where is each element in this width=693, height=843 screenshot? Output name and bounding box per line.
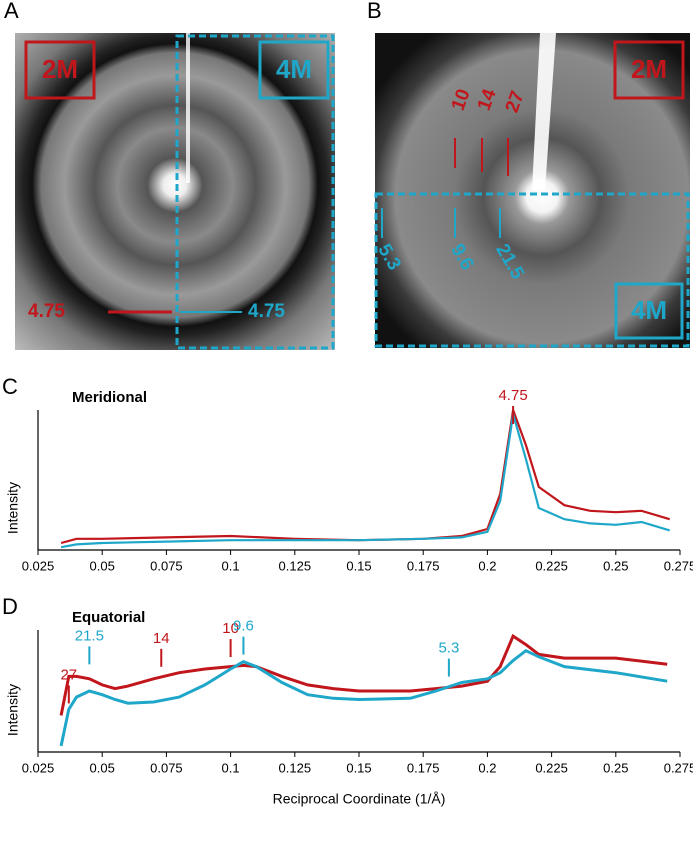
half-box bbox=[175, 34, 335, 350]
box-label: 4M bbox=[631, 295, 667, 325]
x-tick-label: 0.25 bbox=[603, 760, 628, 775]
x-tick-label: 0.15 bbox=[346, 760, 371, 775]
data-line bbox=[59, 648, 668, 747]
x-tick-label: 0.075 bbox=[150, 760, 183, 775]
x-tick-label: 0.075 bbox=[150, 558, 183, 573]
box-label: 2M bbox=[42, 54, 78, 84]
x-tick-label: 0.125 bbox=[279, 558, 312, 573]
beam-stop bbox=[186, 33, 190, 183]
box bbox=[614, 282, 684, 340]
box-label: 2M bbox=[631, 54, 667, 84]
diffraction-image bbox=[15, 33, 335, 350]
y-axis-label: Intensity bbox=[5, 482, 21, 534]
x-tick-label: 0.225 bbox=[535, 760, 568, 775]
x-tick-label: 0.25 bbox=[603, 558, 628, 573]
x-tick-label: 0.05 bbox=[90, 558, 115, 573]
y-axis-label: Intensity bbox=[5, 684, 21, 736]
panel-label: A bbox=[4, 0, 19, 23]
x-tick-label: 0.275 bbox=[664, 760, 693, 775]
box-label: 4M bbox=[276, 54, 312, 84]
x-tick-label: 0.1 bbox=[222, 558, 240, 573]
annotation-label: 10 bbox=[222, 620, 239, 637]
data-line bbox=[60, 409, 671, 545]
x-tick-label: 0.225 bbox=[535, 558, 568, 573]
beam-stop bbox=[532, 33, 556, 190]
annotation-label: 27 bbox=[60, 666, 77, 683]
x-tick-label: 0.2 bbox=[478, 760, 496, 775]
annotation-label: 5.3 bbox=[438, 640, 459, 657]
x-tick-label: 0.05 bbox=[90, 760, 115, 775]
annotation-label: 4.75 bbox=[498, 387, 527, 404]
x-tick-label: 0.025 bbox=[22, 558, 55, 573]
panel-label: C bbox=[2, 374, 18, 399]
x-tick-label: 0.2 bbox=[478, 558, 496, 573]
x-tick-label: 0.125 bbox=[279, 760, 312, 775]
ring-label: 4.75 bbox=[28, 301, 65, 322]
annotation-label: 9.6 bbox=[233, 618, 254, 635]
x-tick-label: 0.025 bbox=[22, 760, 55, 775]
panel-label: D bbox=[2, 594, 18, 619]
x-tick-label: 0.15 bbox=[346, 558, 371, 573]
annotation-label: 14 bbox=[153, 630, 170, 647]
ring-label: 4.75 bbox=[248, 301, 285, 322]
x-tick-label: 0.175 bbox=[407, 558, 440, 573]
data-line bbox=[59, 633, 668, 716]
x-tick-label: 0.275 bbox=[664, 558, 693, 573]
box bbox=[258, 40, 330, 100]
box bbox=[24, 40, 96, 100]
x-axis-label: Reciprocal Coordinate (1/Å) bbox=[273, 791, 446, 807]
panel-label: B bbox=[367, 0, 382, 23]
box bbox=[613, 40, 685, 100]
x-tick-label: 0.175 bbox=[407, 760, 440, 775]
diffraction-image bbox=[375, 33, 690, 348]
data-line bbox=[60, 413, 671, 549]
chart-title: Equatorial bbox=[72, 609, 145, 626]
chart-title: Meridional bbox=[72, 389, 147, 406]
annotation-label: 21.5 bbox=[75, 627, 104, 644]
half-box bbox=[374, 192, 690, 348]
x-tick-label: 0.1 bbox=[222, 760, 240, 775]
